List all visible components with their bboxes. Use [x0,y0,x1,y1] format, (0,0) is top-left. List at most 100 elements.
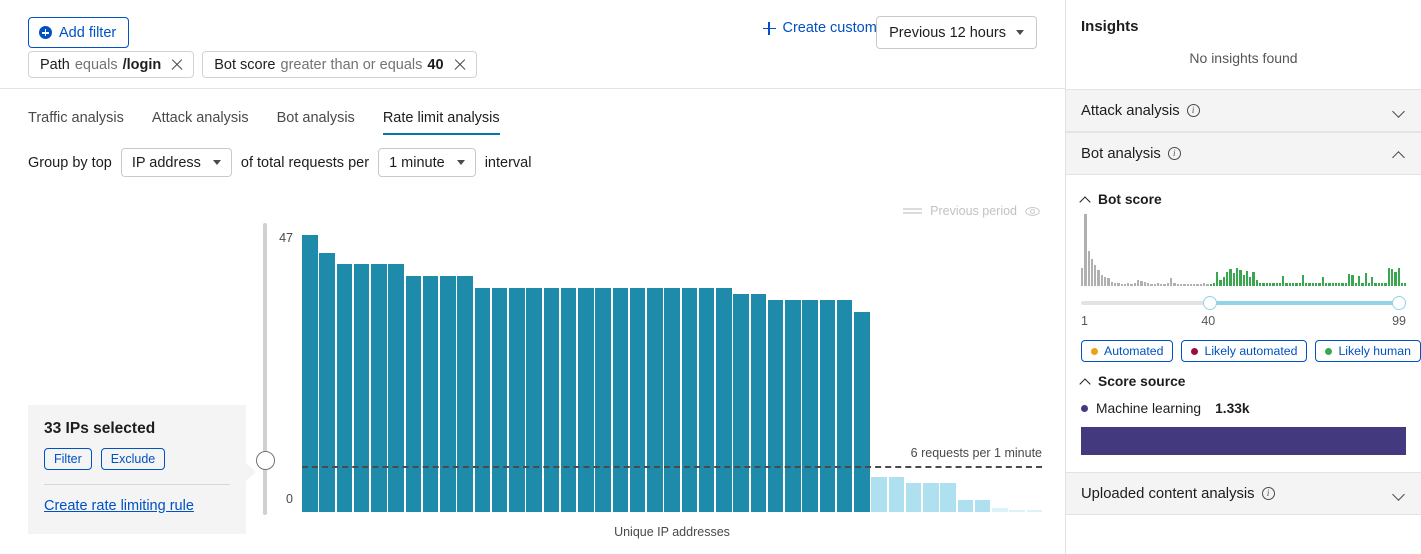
chart-bar[interactable] [750,293,767,512]
eye-icon[interactable] [1025,206,1040,217]
tab-rate-limit-analysis[interactable]: Rate limit analysis [382,110,500,135]
histogram-bar [1202,282,1206,286]
chart-bar[interactable] [560,288,577,512]
chart-bar[interactable] [457,276,473,512]
add-filter-button[interactable]: Add filter [28,17,130,48]
create-custom-rule-link[interactable]: Create custom rule [762,20,905,36]
histogram-bar [1259,282,1262,286]
histogram-bar [1305,282,1308,286]
chart-bar[interactable] [785,299,801,512]
chart-bar[interactable] [716,288,732,512]
interval-select[interactable]: 1 minute [378,148,476,177]
histogram-bar [1397,267,1400,286]
chart-bar[interactable] [353,264,370,512]
previous-period-legend[interactable]: Previous period [903,204,1040,218]
filter-chip-path[interactable]: Path equals /login [28,51,195,78]
histogram-bar [1357,275,1361,286]
create-rate-limiting-rule-link[interactable]: Create rate limiting rule [44,498,194,514]
tab-traffic-analysis[interactable]: Traffic analysis [28,110,124,126]
accordion-attack-analysis[interactable]: Attack analysis i [1066,89,1421,132]
chart-bar[interactable] [664,288,680,512]
legend-chip-likely-human[interactable]: Likely human [1315,340,1421,362]
range-knob-low[interactable] [1203,296,1218,310]
chart-bar[interactable] [767,299,784,512]
chart-bar[interactable] [371,264,387,512]
tab-attack-analysis[interactable]: Attack analysis [151,110,249,126]
chevron-up-icon [1081,196,1091,203]
histogram-bar [1298,282,1301,286]
range-knob-high[interactable] [1392,296,1406,310]
chart-bar[interactable] [526,288,542,512]
close-icon[interactable] [453,58,467,72]
score-source-heading[interactable]: Score source [1081,374,1406,389]
chart-bars[interactable] [302,235,1043,512]
chart-bar[interactable] [905,482,922,512]
bot-score-range-slider[interactable] [1081,296,1406,310]
chart-bar[interactable] [733,293,749,512]
legend-chip-automated[interactable]: Automated [1081,340,1174,362]
chart-bar[interactable] [1026,510,1043,512]
chart-bar[interactable] [698,288,715,512]
chart-bar[interactable] [888,476,905,512]
histogram-bar [1150,283,1153,286]
accordion-bot-analysis[interactable]: Bot analysis i [1066,132,1421,175]
info-icon[interactable]: i [1167,147,1181,160]
chart-bar[interactable] [923,482,939,512]
chart-bar[interactable] [302,235,318,512]
chart-bar[interactable] [992,508,1008,512]
chart-bar[interactable] [629,288,646,512]
chart-bar[interactable] [819,299,836,512]
histogram-bar [1394,271,1397,286]
chart-bar[interactable] [854,311,870,512]
chart-bar[interactable] [871,476,887,512]
chart-bar[interactable] [578,288,594,512]
chart-bar[interactable] [957,500,974,512]
chart-bar[interactable] [612,288,629,512]
info-icon[interactable]: i [1186,104,1200,117]
histogram-bar [1206,283,1209,286]
chevron-down-icon [456,160,465,165]
chart-bar[interactable] [336,264,353,512]
chart-bar[interactable] [647,288,663,512]
info-icon[interactable]: i [1261,487,1275,500]
threshold-slider[interactable] [256,223,275,515]
chart-bar[interactable] [440,276,456,512]
close-icon[interactable] [170,58,184,72]
chart-bar[interactable] [595,288,611,512]
chart-bar[interactable] [802,299,818,512]
tab-bot-analysis[interactable]: Bot analysis [276,110,355,126]
chart-bar[interactable] [405,276,422,512]
plus-circle-icon [39,26,52,39]
group-by-controls: Group by top IP address of total request… [28,148,531,177]
histogram-bar [1328,282,1331,286]
chart-bar[interactable] [422,276,439,512]
chart-bar[interactable] [836,299,853,512]
histogram-bar [1117,282,1120,286]
filter-chip-bot-score[interactable]: Bot score greater than or equals 40 [202,51,477,78]
chart-bar[interactable] [543,288,560,512]
threshold-slider-knob[interactable] [256,451,275,470]
filter-button[interactable]: Filter [44,448,92,470]
accordion-uploaded-content-analysis[interactable]: Uploaded content analysis i [1066,472,1421,515]
chart-bar[interactable] [319,252,335,512]
legend-chip-label: Automated [1104,344,1164,358]
chart-bar[interactable] [474,288,491,512]
chart-bar[interactable] [509,288,525,512]
bot-score-heading[interactable]: Bot score [1081,192,1406,207]
histogram-bar [1275,282,1278,286]
chart-bar[interactable] [681,288,698,512]
chevron-up-icon [1081,378,1091,385]
time-range-select[interactable]: Previous 12 hours [876,16,1037,49]
chart-bar[interactable] [388,264,404,512]
chart-bar[interactable] [1009,509,1025,512]
exclude-button[interactable]: Exclude [100,448,166,470]
histogram-bar [1166,282,1170,286]
threshold-slider-track [263,223,267,515]
legend-chip-likely-automated[interactable]: Likely automated [1181,340,1308,362]
chart-bar[interactable] [974,500,991,512]
score-source-bar [1081,427,1406,455]
dimension-select[interactable]: IP address [120,148,232,177]
histogram-bar [1133,282,1137,286]
chart-bar[interactable] [491,288,508,512]
chart-bar[interactable] [940,482,956,512]
